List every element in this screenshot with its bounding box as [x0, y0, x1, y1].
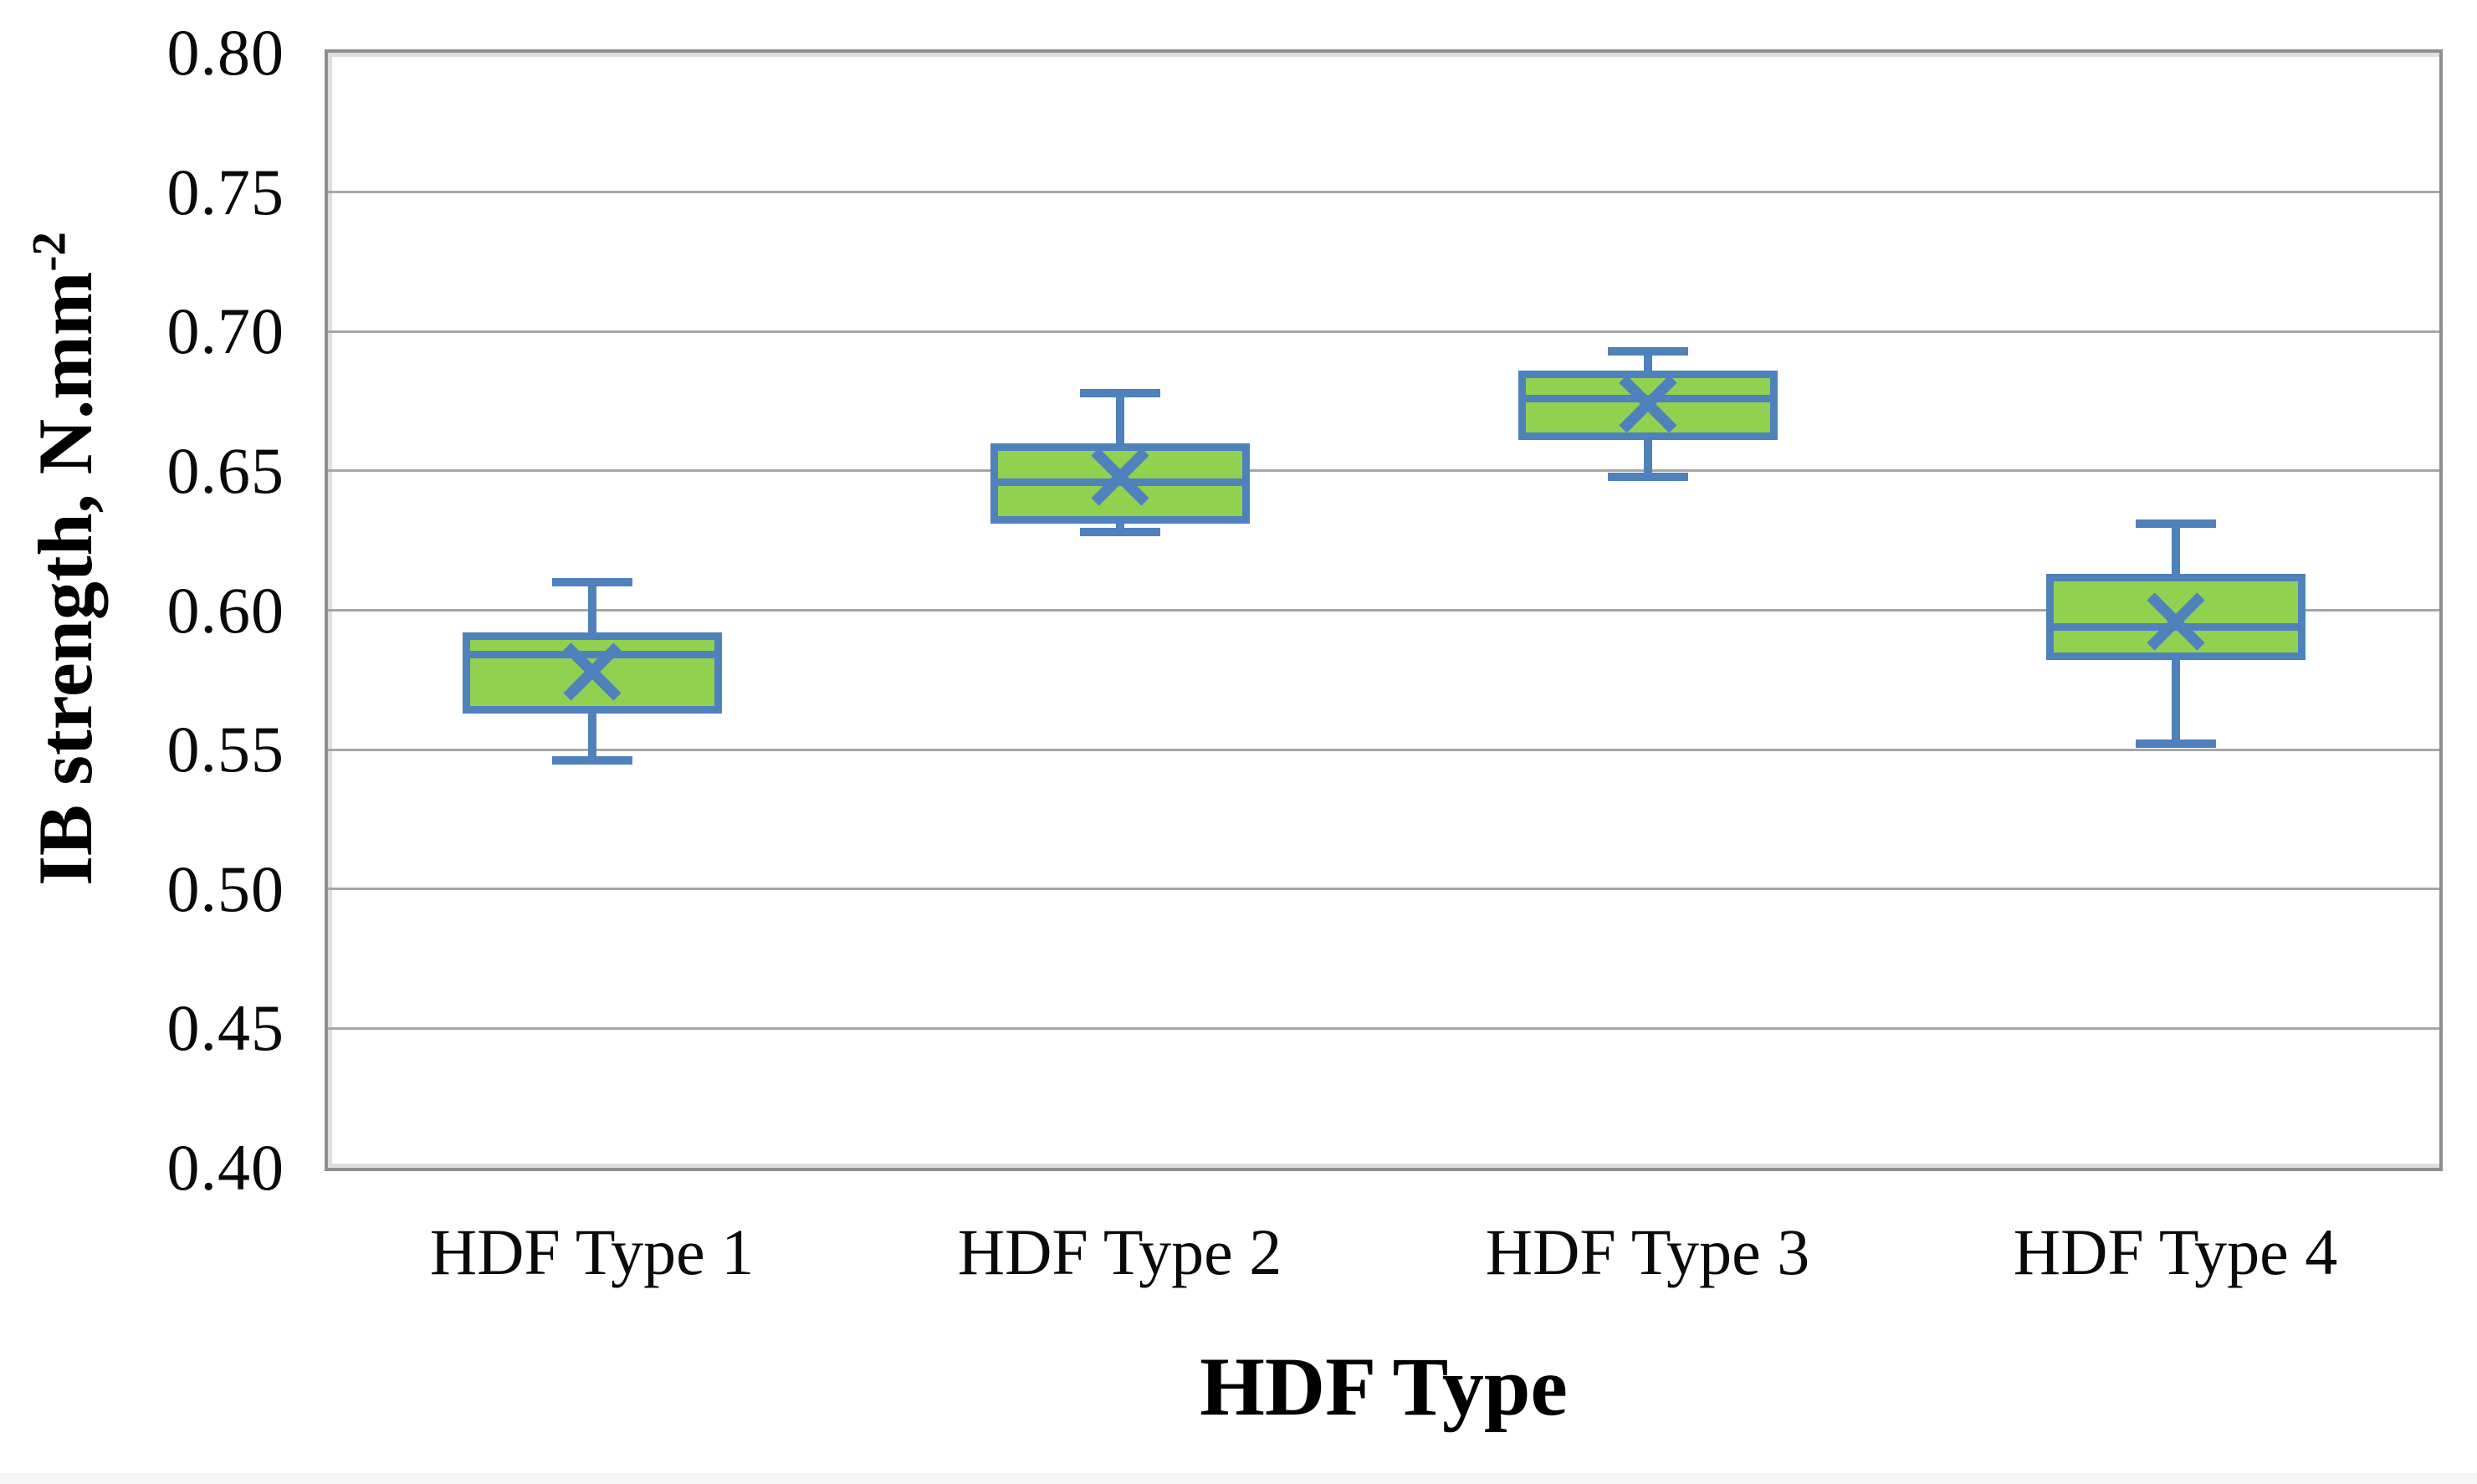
x-axis-tick-label: HDF Type 1	[429, 1215, 755, 1288]
gridline	[328, 748, 2439, 751]
gridline	[328, 888, 2439, 891]
y-axis-tick-label: 0.75	[166, 155, 284, 228]
y-axis-tick-label: 0.55	[166, 713, 284, 786]
whisker-cap-lower	[2135, 739, 2216, 749]
whisker-stem-upper	[1643, 351, 1652, 371]
mean-x-marker	[1085, 442, 1155, 512]
whisker-cap-lower	[551, 756, 632, 765]
whisker-cap-lower	[1607, 472, 1688, 481]
y-axis-tick-label: 0.40	[166, 1131, 284, 1204]
whisker-cap-upper	[551, 578, 632, 587]
page-edge-strip	[0, 1473, 2477, 1484]
median-line	[469, 651, 714, 659]
gridline	[328, 1026, 2439, 1030]
gridline	[328, 330, 2439, 333]
y-axis-tick-label: 0.60	[166, 573, 284, 647]
gridline	[328, 191, 2439, 194]
x-axis-title: HDF Type	[1200, 1340, 1568, 1433]
y-axis-tick-label: 0.45	[166, 991, 284, 1065]
whisker-stem-upper	[587, 582, 596, 633]
whisker-stem-lower	[587, 713, 596, 761]
y-axis-tick-label: 0.50	[166, 852, 284, 925]
whisker-cap-upper	[2135, 519, 2216, 529]
whisker-stem-upper	[2171, 524, 2180, 575]
whisker-stem-upper	[1115, 392, 1124, 443]
x-axis-tick-label: HDF Type 2	[957, 1215, 1282, 1288]
x-axis-tick-label: HDF Type 3	[1485, 1215, 1810, 1288]
y-axis-title-superscript: -2	[23, 232, 76, 272]
mean-x-marker	[557, 637, 627, 707]
mean-x-marker	[2141, 586, 2211, 657]
x-axis-tick-label: HDF Type 4	[2013, 1215, 2338, 1288]
y-axis-tick-label: 0.65	[166, 433, 284, 507]
whisker-stem-lower	[1115, 524, 1124, 533]
whisker-cap-lower	[1079, 528, 1160, 537]
gridline	[328, 469, 2439, 473]
y-axis-tick-label: 0.80	[166, 16, 284, 89]
gridline	[328, 609, 2439, 612]
whisker-stem-lower	[1643, 440, 1652, 477]
plot-area	[325, 49, 2443, 1171]
whisker-cap-upper	[1079, 388, 1160, 397]
whisker-stem-lower	[2171, 660, 2180, 745]
mean-x-marker	[1613, 369, 1683, 439]
whisker-cap-upper	[1607, 346, 1688, 356]
box	[2045, 574, 2306, 661]
y-axis-tick-label: 0.70	[166, 294, 284, 368]
